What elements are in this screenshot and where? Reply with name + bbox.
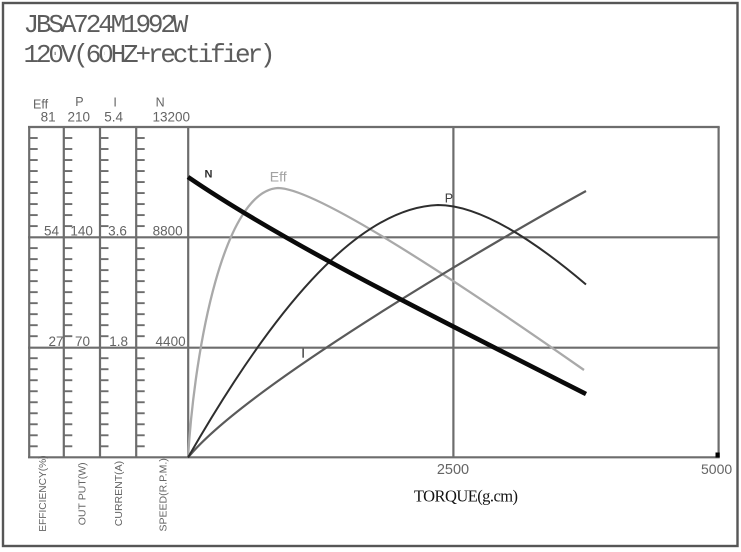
svg-text:120V(60HZ+rectifier): 120V(60HZ+rectifier) [24, 40, 273, 70]
svg-text:70: 70 [75, 334, 90, 349]
svg-text:P: P [75, 95, 83, 109]
svg-text:27: 27 [48, 334, 63, 349]
svg-text:140: 140 [70, 224, 93, 239]
svg-text:JBSA724M1992W: JBSA724M1992W [24, 10, 189, 40]
svg-text:3.6: 3.6 [108, 224, 127, 239]
svg-text:Eff: Eff [270, 169, 287, 185]
svg-text:5000: 5000 [701, 461, 732, 477]
svg-text:Eff: Eff [33, 97, 49, 111]
svg-text:4400: 4400 [156, 334, 186, 349]
svg-text:OUT PUT(W): OUT PUT(W) [77, 462, 89, 525]
svg-text:I: I [113, 96, 116, 110]
svg-text:N: N [156, 96, 165, 110]
svg-text:TORQUE(g.cm): TORQUE(g.cm) [414, 486, 518, 505]
svg-text:1.8: 1.8 [109, 334, 128, 349]
svg-text:8800: 8800 [153, 224, 183, 239]
svg-text:81: 81 [41, 110, 56, 125]
svg-text:210: 210 [67, 110, 90, 125]
svg-text:CURRENT(A): CURRENT(A) [113, 461, 125, 526]
svg-text:13200: 13200 [152, 110, 190, 125]
svg-text:5.4: 5.4 [104, 110, 123, 125]
svg-text:N: N [205, 169, 213, 181]
svg-text:EFFICIENCY(%): EFFICIENCY(%) [38, 455, 49, 531]
svg-text:2500: 2500 [437, 462, 469, 478]
svg-text:54: 54 [44, 224, 60, 239]
svg-text:SPEED(R.P.M.): SPEED(R.P.M.) [158, 458, 170, 531]
svg-text:P: P [445, 191, 453, 205]
